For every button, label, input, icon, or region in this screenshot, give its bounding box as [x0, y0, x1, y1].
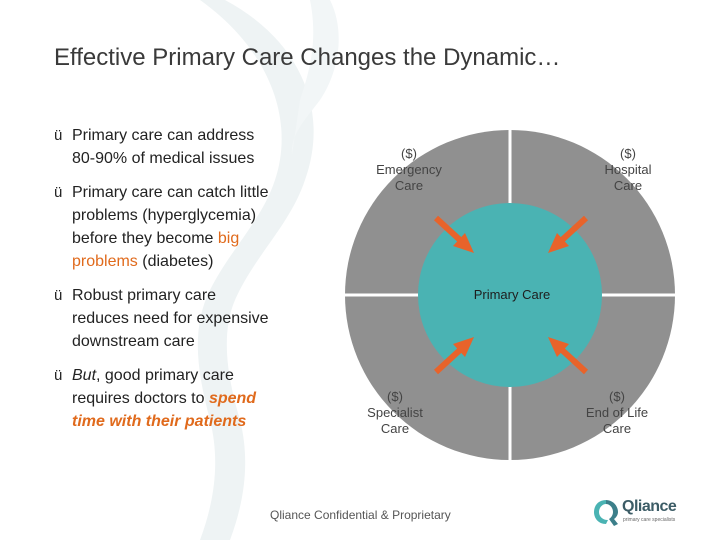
cost-label: ($)	[609, 389, 625, 404]
arrow-icon	[548, 337, 589, 375]
cost-label: ($)	[401, 146, 417, 161]
quadrant-name: Specialist	[367, 405, 423, 420]
quadrant-name: Emergency	[376, 162, 442, 177]
checkmark-icon: ü	[54, 127, 63, 144]
bullet-emphasis: But	[72, 367, 97, 384]
quadrant-name-line2: Care	[602, 421, 632, 436]
checkmark-icon: ü	[54, 184, 63, 201]
label-hospital-care: ($) Hospital Care	[568, 146, 688, 194]
bullet-time: ü But, good primary care requires doctor…	[54, 364, 276, 433]
label-emergency-care: ($) Emergency Care	[349, 146, 469, 194]
bullet-downstream: ü Robust primary care reduces need for e…	[54, 284, 276, 353]
bullet-text: , good primary care requires doctors to	[72, 367, 234, 407]
checkmark-icon: ü	[54, 367, 63, 384]
qliance-logo: Qliance primary care specialists	[592, 496, 688, 530]
logo-tagline: primary care specialists	[623, 517, 676, 523]
label-end-of-life-care: ($) End of Life Care	[557, 389, 677, 437]
quadrant-name-line2: Care	[613, 178, 643, 193]
quadrant-name: Hospital	[604, 162, 652, 177]
checkmark-icon: ü	[54, 287, 63, 304]
logo-wordmark: Qliance	[622, 498, 677, 515]
bullet-highlight: spend time with their patients	[72, 390, 257, 430]
qliance-logo-icon	[594, 500, 618, 526]
bullet-text: Primary care can catch little problems (…	[72, 184, 269, 247]
quadrant-name-line2: Care	[394, 178, 424, 193]
primary-care-label: Primary Care	[473, 287, 551, 302]
cost-label: ($)	[620, 146, 636, 161]
bullet-address: ü Primary care can address 80-90% of med…	[54, 124, 276, 170]
arrow-icon	[433, 215, 474, 253]
cost-label: ($)	[387, 389, 403, 404]
footer-confidential: Qliance Confidential & Proprietary	[270, 508, 451, 522]
quadrant-name: End of Life	[585, 405, 649, 420]
arrow-icon	[433, 337, 474, 375]
arrow-icon	[548, 215, 589, 253]
bullet-text: Robust primary care reduces need for exp…	[72, 287, 269, 350]
primary-care-diagram	[340, 128, 680, 462]
label-specialist-care: ($) Specialist Care	[335, 389, 455, 437]
bullet-text: Primary care can address 80-90% of medic…	[72, 127, 255, 167]
bullet-list: ü Primary care can address 80-90% of med…	[54, 124, 276, 444]
quadrant-name-line2: Care	[380, 421, 410, 436]
page-title: Effective Primary Care Changes the Dynam…	[54, 44, 561, 71]
bullet-highlight: big problems	[72, 230, 240, 270]
bullet-catch: ü Primary care can catch little problems…	[54, 181, 276, 273]
bullet-text-end: (diabetes)	[137, 253, 214, 270]
